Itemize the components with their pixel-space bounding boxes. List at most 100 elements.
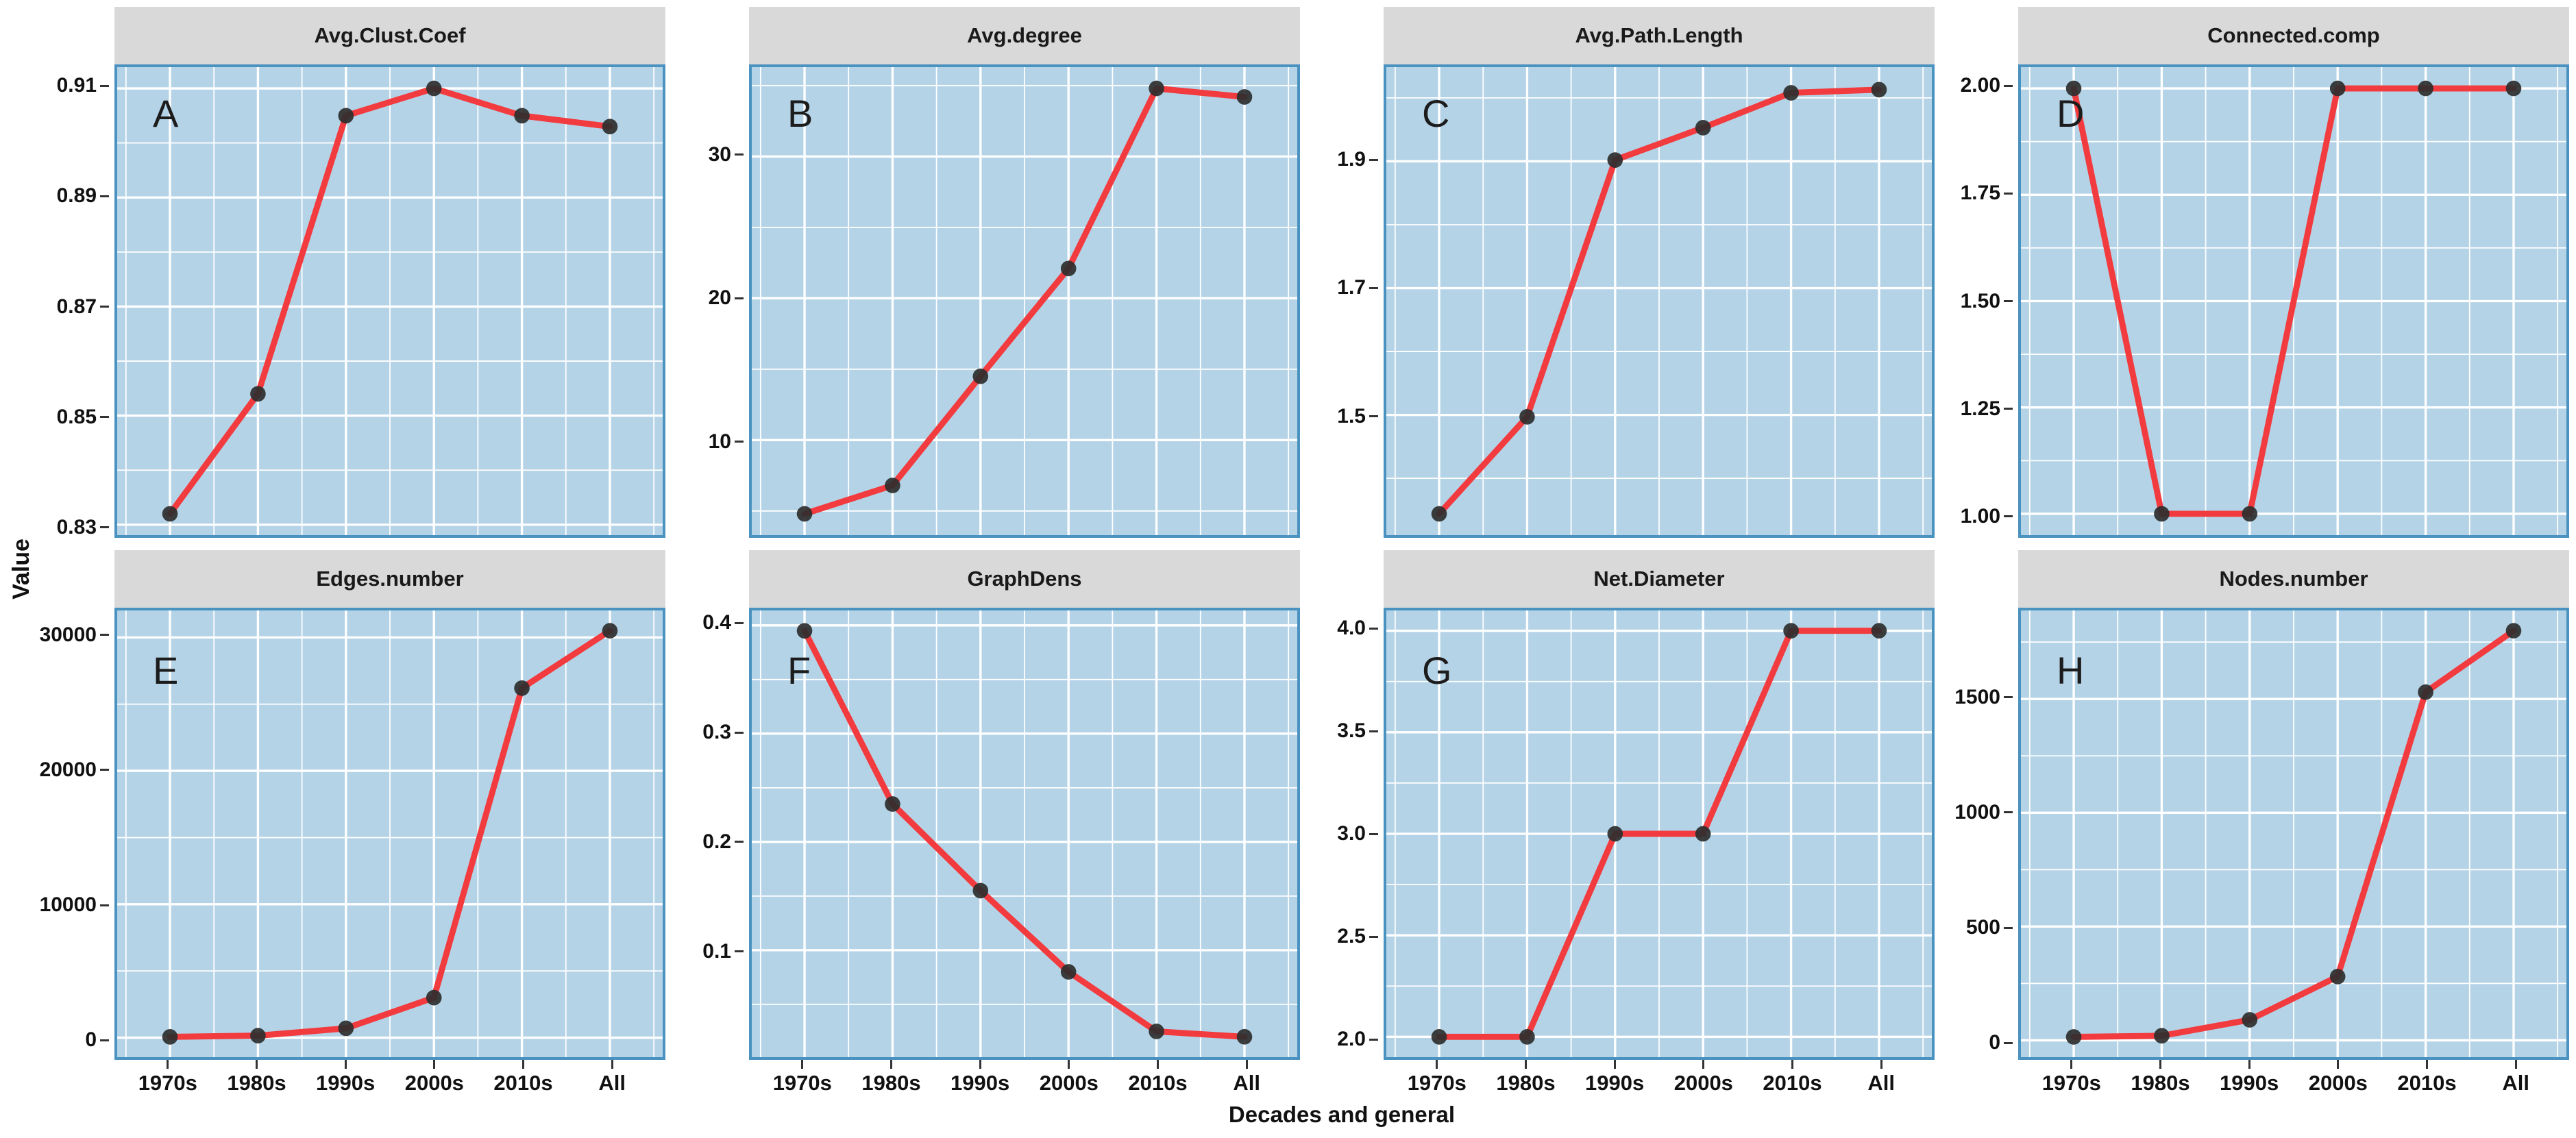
facet-h: Nodes.number 0 500 1000 1500 H 1970s 1980s 1990s… [1941, 550, 2569, 1100]
line-series [167, 628, 613, 1040]
data-point [972, 368, 989, 384]
line-series [1436, 628, 1882, 1040]
y-tick-mark [2004, 192, 2013, 195]
x-tick-mark [2426, 1060, 2429, 1069]
x-tick-mark [167, 1060, 169, 1069]
y-tick-label: 1.00 [1960, 504, 2000, 528]
x-tick-label: All [598, 1071, 626, 1095]
data-point [1783, 623, 1799, 639]
x-tick-mark [1702, 1060, 1705, 1069]
facet-panel: A [114, 64, 665, 538]
facet-panel: G [1384, 608, 1935, 1060]
data-point [2154, 506, 2170, 522]
x-tick-label: 1970s [138, 1071, 197, 1095]
y-axis-title: Value [8, 539, 34, 599]
y-tick-mark [2004, 84, 2013, 87]
y-axis-gutter: 10 20 30 [672, 64, 749, 538]
line-series [167, 85, 613, 517]
facet-title: Avg.degree [967, 23, 1082, 47]
facet-title: GraphDens [967, 567, 1082, 591]
y-tick-label: 30 [708, 143, 731, 166]
y-tick-mark [100, 306, 109, 308]
chart-canvas [117, 67, 663, 535]
x-tick-mark [2070, 1060, 2073, 1069]
data-point [1519, 409, 1535, 425]
x-tick-label: 2010s [1128, 1071, 1188, 1095]
data-point [1431, 506, 1447, 522]
data-point [1519, 1029, 1535, 1045]
x-tick-label: All [1233, 1071, 1260, 1095]
data-point [2418, 80, 2433, 97]
facet-strip: GraphDens [749, 550, 1300, 608]
data-point [2505, 623, 2522, 639]
x-tick-mark [2514, 1060, 2517, 1069]
x-tick-mark [890, 1060, 892, 1069]
y-axis-gutter: 0 10000 20000 30000 [38, 608, 114, 1060]
data-point [2065, 80, 2082, 97]
data-point [426, 989, 442, 1006]
y-tick-mark [100, 416, 109, 419]
facet-f: GraphDens 0.1 0.2 0.3 0.4 F 1970s 1980s 1990s 200… [672, 550, 1300, 1100]
data-point [1149, 1024, 1164, 1039]
x-tick-mark [1436, 1060, 1438, 1069]
y-tick-mark [1369, 935, 1378, 938]
data-point [1871, 623, 1887, 639]
x-tick-mark [1068, 1060, 1070, 1069]
y-axis-gutter: 1.5 1.7 1.9 [1307, 64, 1384, 538]
data-point [1236, 89, 1253, 105]
facet-panel: D [2018, 64, 2569, 538]
y-tick-label: 0 [1989, 1031, 2000, 1054]
data-point [2329, 80, 2346, 97]
facet-letter-label: E [153, 649, 179, 692]
y-tick-label: 1.5 [1337, 404, 1366, 428]
data-point [2242, 1012, 2258, 1028]
facet-strip: Avg.Clust.Coef [114, 7, 665, 64]
facet-letter-label: H [2057, 649, 2085, 692]
y-tick-label: 10000 [39, 893, 97, 917]
x-tick-label: 1990s [2220, 1071, 2279, 1095]
x-tick-mark [1524, 1060, 1527, 1069]
data-point [1060, 964, 1077, 980]
data-point [2418, 684, 2433, 700]
y-axis-gutter: 0.83 0.85 0.87 0.89 0.91 [38, 64, 114, 539]
x-tick-label: 1980s [861, 1071, 921, 1095]
y-tick-mark [2004, 408, 2013, 410]
x-axis-ticks: 1970s 1980s 1990s 2000s 2010s All [114, 1060, 665, 1100]
y-tick-label: 4.0 [1337, 617, 1366, 639]
x-tick-mark [255, 1060, 258, 1069]
y-tick-label: 0.4 [702, 611, 731, 634]
x-tick-mark [1880, 1060, 1882, 1069]
y-tick-mark [735, 621, 744, 624]
y-tick-label: 1000 [1954, 800, 2000, 824]
facets-grid: Avg.Clust.Coef 0.83 0.85 0.87 0.89 0.91 A Avg.d… [38, 7, 2569, 1100]
data-point [796, 623, 813, 639]
y-tick-label: 1500 [1954, 685, 2000, 708]
facet-panel: F [749, 608, 1300, 1060]
facet-panel: B [749, 64, 1300, 538]
facet-panel: E [114, 608, 665, 1060]
facet-title: Nodes.number [2219, 567, 2368, 591]
x-tick-label: 1970s [772, 1071, 832, 1095]
x-axis-ticks: 1970s 1980s 1990s 2000s 2010s All [1384, 1060, 1935, 1100]
facet-letter-label: G [1422, 649, 1452, 692]
plot-area-row: 0.1 0.2 0.3 0.4 F [672, 608, 1300, 1060]
facet-strip: Net.Diameter [1384, 550, 1935, 608]
chart-canvas [117, 610, 663, 1057]
y-tick-mark [1369, 286, 1378, 289]
y-tick-mark [1369, 158, 1378, 161]
y-tick-mark [2004, 926, 2013, 929]
facet-strip: Nodes.number [2018, 550, 2569, 608]
x-tick-label: 2010s [1763, 1071, 1822, 1095]
y-tick-mark [735, 841, 744, 843]
data-point [1695, 120, 1711, 136]
data-point [2242, 506, 2258, 522]
x-tick-label: 1990s [1585, 1071, 1645, 1095]
plot-area-row: 0.83 0.85 0.87 0.89 0.91 A [38, 64, 665, 539]
line-series [801, 628, 1248, 1040]
facet-letter-label: B [787, 92, 813, 135]
data-point [972, 882, 989, 899]
x-tick-label: All [1867, 1071, 1895, 1095]
chart-canvas [2021, 610, 2566, 1057]
y-tick-mark [100, 769, 109, 771]
y-tick-label: 1.9 [1337, 148, 1366, 171]
